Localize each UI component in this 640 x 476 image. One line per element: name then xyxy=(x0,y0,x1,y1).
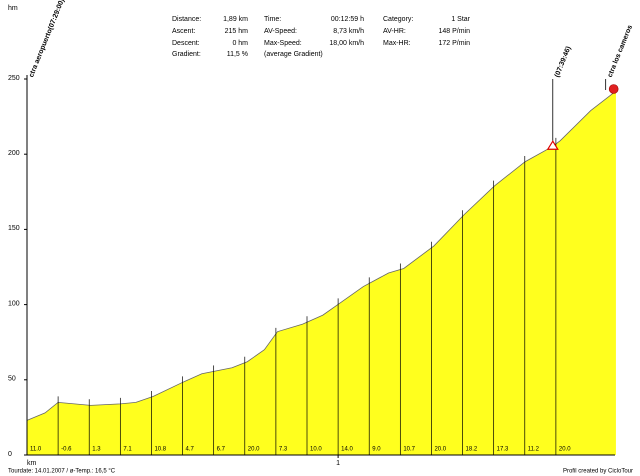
stat-label: Ascent: xyxy=(172,28,195,35)
y-tick-label: 50 xyxy=(8,376,16,383)
y-axis-label: hm xyxy=(8,5,18,12)
x-tick-label: 1 xyxy=(336,460,340,467)
gradient-label: 17.3 xyxy=(497,447,509,453)
y-tick-label: 250 xyxy=(8,75,20,82)
stat-label: Category: xyxy=(383,16,413,23)
gradient-label: -0.6 xyxy=(61,447,72,453)
footer-left: Tourdate: 14.01.2007 / ø-Temp.: 16,5 °C xyxy=(8,469,116,475)
stat-value: 00:12:59 h xyxy=(331,16,364,23)
gradient-label: 11.2 xyxy=(528,447,540,453)
annotation-symbol xyxy=(546,140,559,150)
gradient-label: 20.0 xyxy=(434,447,446,453)
gradient-label: 10.7 xyxy=(403,447,415,453)
stat-label: Distance: xyxy=(172,16,201,23)
stat-value: 215 hm xyxy=(225,28,249,35)
stat-label: AV-Speed: xyxy=(264,28,297,35)
gradient-label: 18.2 xyxy=(466,447,478,453)
gradient-label: 9.0 xyxy=(372,447,381,453)
stat-value: 1 Star xyxy=(451,16,470,23)
stat-value: 18,00 km/h xyxy=(329,40,364,47)
gradient-label: 6.7 xyxy=(217,447,226,453)
gradient-label: 7.3 xyxy=(279,447,288,453)
x-axis-label: km xyxy=(27,460,37,467)
gradient-label: 4.7 xyxy=(186,447,195,453)
gradient-label: 1.3 xyxy=(92,447,101,453)
gradient-label: 20.0 xyxy=(248,447,260,453)
gradient-label: 7.1 xyxy=(123,447,132,453)
profile-line xyxy=(26,90,617,421)
gradient-label: 20.0 xyxy=(559,447,571,453)
y-tick-label: 150 xyxy=(8,225,20,232)
gradient-label: 14.0 xyxy=(341,447,353,453)
stat-label: Max-HR: xyxy=(383,40,411,47)
gradient-label: 10.8 xyxy=(154,447,166,453)
stat-label: AV-HR: xyxy=(383,28,406,35)
stat-label: Max-Speed: xyxy=(264,40,302,47)
stat-value: 1,89 km xyxy=(223,16,248,23)
annotation-symbol xyxy=(608,84,619,94)
footer-right: Profil created by CicloTour xyxy=(563,469,633,475)
stat-label: (average Gradient) xyxy=(264,51,323,58)
gradient-label: 11.0 xyxy=(30,447,42,453)
stat-value: 172 P/min xyxy=(438,40,470,47)
stat-value: 11,5 % xyxy=(227,51,248,58)
stat-value: 0 hm xyxy=(232,40,248,47)
profile-area xyxy=(27,91,616,456)
stat-value: 8,73 km/h xyxy=(333,28,364,35)
y-tick-label: 100 xyxy=(8,300,20,307)
gradient-label: 10.0 xyxy=(310,447,322,453)
y-tick-label: 200 xyxy=(8,150,20,157)
stat-value: 148 P/min xyxy=(438,28,470,35)
stat-label: Time: xyxy=(264,16,281,23)
stat-label: Descent: xyxy=(172,40,200,47)
y-tick-label: 0 xyxy=(8,451,12,458)
stat-label: Gradient: xyxy=(172,51,201,58)
